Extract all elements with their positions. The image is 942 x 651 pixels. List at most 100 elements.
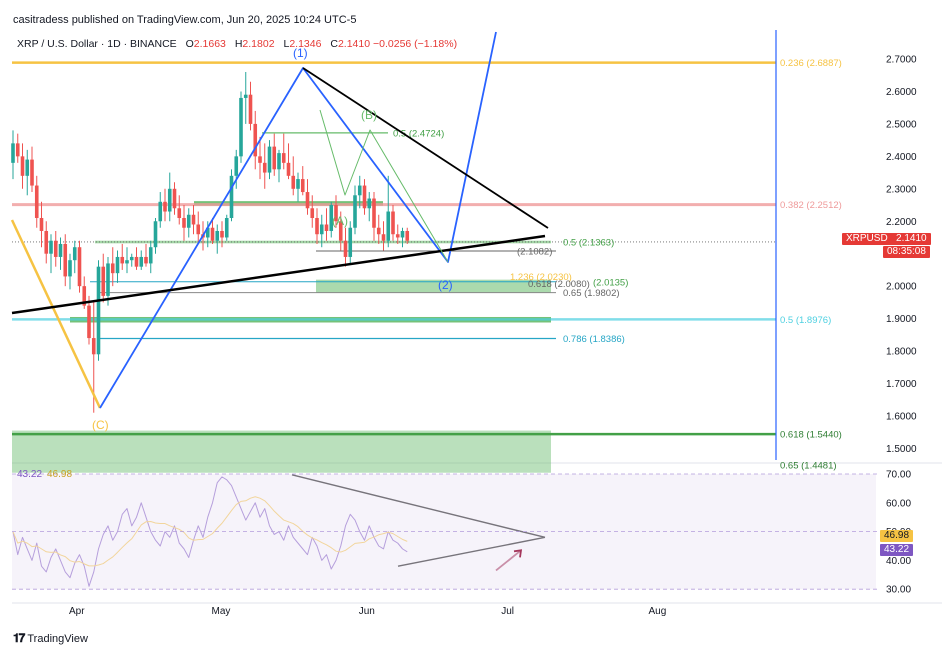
candle-body: [110, 263, 115, 274]
rsi-value-badge: 43.22: [880, 544, 914, 556]
candle-body: [376, 227, 381, 235]
month-tick-label: Jun: [359, 606, 375, 617]
candle-body: [96, 266, 101, 355]
level-label: 0.65 (1.9802): [563, 288, 620, 299]
price-grid: [12, 30, 942, 604]
rsi-signal-badge: 46.98: [880, 530, 914, 542]
month-tick-label: Jul: [501, 606, 514, 617]
candle-body: [205, 227, 210, 238]
yellow-wave-line: [10, 219, 102, 409]
symbol-legend[interactable]: XRP / U.S. Dollar · 1D · BINANCE O2.1663…: [17, 38, 457, 50]
level-label: 0.5 (1.8976): [780, 315, 831, 326]
candle-body: [129, 256, 134, 261]
candle-body: [196, 224, 201, 235]
candle-body: [291, 175, 296, 189]
wave-label: (A): [332, 214, 348, 228]
candle-body: [172, 188, 177, 209]
candle-body: [20, 156, 25, 176]
price-tick-label: 2.7000: [886, 55, 917, 66]
candle-body: [87, 305, 91, 339]
green-zone: [316, 279, 551, 293]
rsi-arrow-icon: [513, 549, 523, 558]
candle-body: [30, 159, 34, 186]
candle-body: [305, 192, 310, 209]
candle-body: [224, 218, 229, 238]
candle-body: [315, 218, 319, 235]
candle-body: [334, 205, 338, 222]
symbol-badge-label: XRPUSD: [846, 233, 888, 244]
candle-body: [72, 247, 77, 261]
candle-body: [163, 201, 167, 212]
candle-body: [372, 198, 376, 228]
candle-body: [182, 218, 186, 228]
price-tick-label: 2.3000: [886, 184, 917, 195]
level-label: 0.618 (1.5440): [780, 430, 842, 441]
publisher-line: casitradess published on TradingView.com…: [13, 14, 357, 26]
candlestick-series: [11, 71, 410, 413]
rsi-header-value: 43.22: [17, 469, 42, 480]
wave-label: (2): [438, 278, 453, 292]
candle-body: [386, 211, 391, 241]
candle-body: [91, 338, 96, 355]
candle-body: [34, 185, 39, 219]
candle-body: [220, 230, 224, 238]
candle-body: [253, 123, 258, 157]
candle-body: [158, 201, 163, 222]
candle-body: [229, 175, 234, 219]
level-label: 0.618 (2.0080): [528, 279, 590, 290]
tradingview-logo-icon: 𝟏𝟕: [13, 631, 25, 645]
symbol-name: XRP / U.S. Dollar · 1D · BINANCE: [17, 38, 177, 50]
candle-body: [215, 230, 220, 241]
candle-body: [77, 247, 82, 287]
candle-body: [68, 260, 72, 277]
candle-body: [25, 159, 30, 176]
candle-body: [239, 97, 243, 157]
rsi-tick-label: 70.00: [886, 470, 911, 481]
green-zone: [12, 430, 551, 473]
low-value: 2.1346: [289, 38, 322, 50]
candle-body: [272, 146, 277, 170]
level-label: 0.786 (1.8386): [563, 334, 625, 345]
analysis-drawings-back: [12, 30, 777, 473]
candle-body: [15, 143, 20, 157]
high-value: 2.1802: [242, 38, 275, 50]
candle-body: [324, 224, 329, 231]
rsi-tick-label: 40.00: [886, 556, 911, 567]
candle-body: [234, 156, 239, 176]
candle-body: [348, 227, 353, 257]
rsi-header-signal: 46.98: [47, 469, 72, 480]
price-axis[interactable]: 2.70002.60002.50002.40002.30002.20002.10…: [886, 55, 917, 455]
candle-body: [310, 208, 315, 219]
candle-body: [353, 195, 357, 228]
wave-label: (C): [92, 418, 109, 432]
level-label: 0.236 (2.6887): [780, 58, 842, 69]
price-tick-label: 1.7000: [886, 379, 917, 390]
candle-body: [63, 243, 68, 277]
candle-body: [58, 243, 63, 257]
candle-body: [262, 162, 267, 173]
candle-body: [115, 256, 120, 274]
level-label: (2.0135): [593, 277, 628, 288]
price-pane-frame: [12, 30, 876, 460]
black-resistance-trendline: [302, 67, 549, 229]
price-tick-label: 1.6000: [886, 411, 917, 422]
candle-body: [357, 185, 362, 196]
candle-body: [144, 256, 148, 264]
candle-body: [11, 143, 15, 163]
price-badge-value: 2.1410: [896, 233, 927, 244]
price-tick-label: 2.5000: [886, 119, 917, 130]
tradingview-footer[interactable]: 𝟏𝟕 TradingView: [13, 631, 88, 646]
candle-body: [400, 230, 405, 238]
time-axis[interactable]: Apr May Jun Jul Aug: [69, 606, 666, 617]
price-badge-symbol: XRPUSD 2.1410: [842, 233, 931, 245]
candle-body: [148, 247, 153, 264]
candle-body: [120, 256, 125, 264]
countdown-badge: 08:35:08: [883, 246, 930, 258]
price-tick-label: 2.6000: [886, 87, 917, 98]
rsi-tick-label: 60.00: [886, 498, 911, 509]
candle-body: [319, 224, 324, 235]
blue-wave-line: [99, 31, 497, 409]
candle-body: [177, 208, 182, 219]
